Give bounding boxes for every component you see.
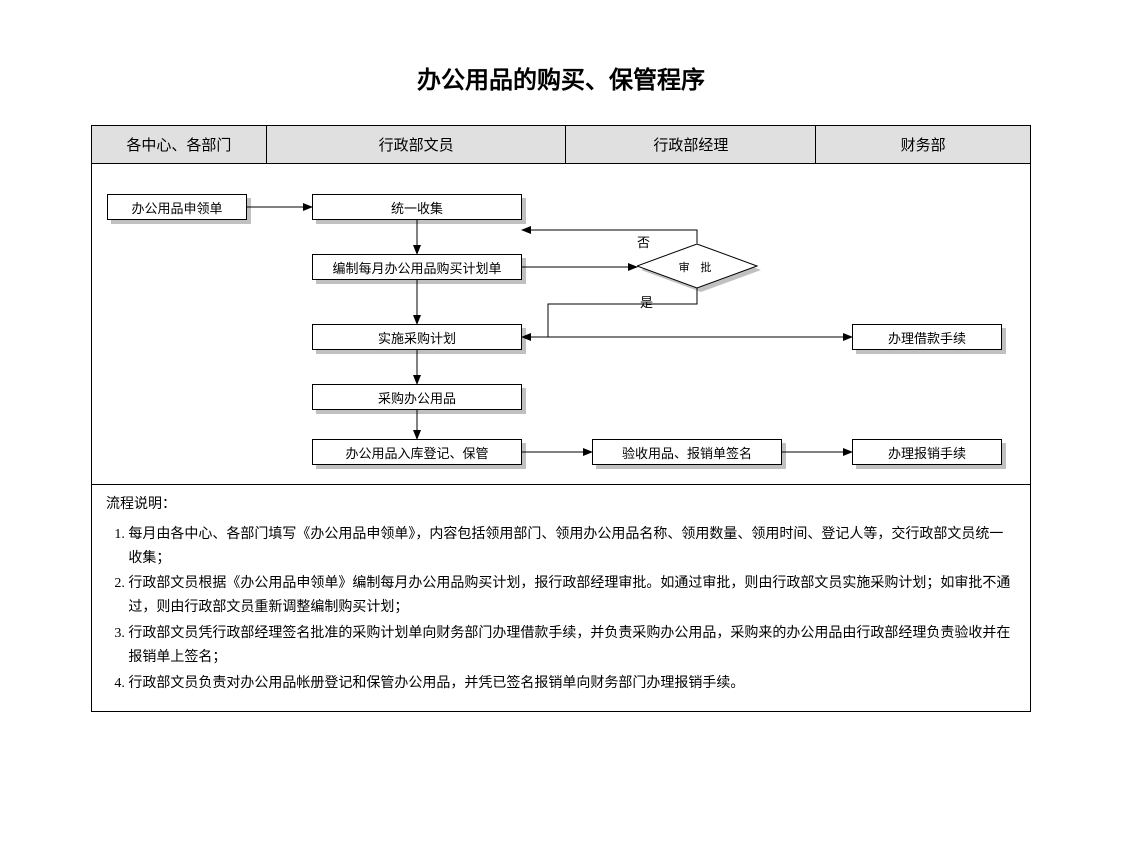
notes-item: 行政部文员凭行政部经理签名批准的采购计划单向财务部门办理借款手续，并负责采购办公… bbox=[128, 622, 1016, 670]
notes-list: 每月由各中心、各部门填写《办公用品申领单》，内容包括领用部门、领用办公用品名称、… bbox=[106, 523, 1016, 696]
process-node: 编制每月办公用品购买计划单 bbox=[312, 254, 522, 280]
lane-header-3: 行政部经理 bbox=[566, 126, 816, 164]
notes-item: 每月由各中心、各部门填写《办公用品申领单》，内容包括领用部门、领用办公用品名称、… bbox=[128, 523, 1016, 571]
process-node: 办公用品入库登记、保管 bbox=[312, 439, 522, 465]
notes-item: 行政部文员根据《办公用品申领单》编制每月办公用品购买计划，报行政部经理审批。如通… bbox=[128, 572, 1016, 620]
lane-header-2: 行政部文员 bbox=[266, 126, 566, 164]
process-node: 验收用品、报销单签名 bbox=[592, 439, 782, 465]
edge-label: 否 bbox=[637, 232, 650, 251]
process-node: 办理报销手续 bbox=[852, 439, 1002, 465]
lane-header-1: 各中心、各部门 bbox=[92, 126, 267, 164]
flow-canvas: 办公用品申领单 统一收集编制每月办公用品购买计划单实施采购计划采购办公用品办公用品… bbox=[92, 164, 1030, 484]
process-node: 采购办公用品 bbox=[312, 384, 522, 410]
process-node: 统一收集 bbox=[312, 194, 522, 220]
decision-node: 审 批 bbox=[637, 244, 757, 288]
process-node: 实施采购计划 bbox=[312, 324, 522, 350]
notes-item: 行政部文员负责对办公用品帐册登记和保管办公用品，并凭已签名报销单向财务部门办理报… bbox=[128, 672, 1016, 696]
decision-label: 审 批 bbox=[637, 259, 757, 275]
notes-title: 流程说明： bbox=[106, 493, 1016, 517]
process-node: 办理借款手续 bbox=[852, 324, 1002, 350]
notes-section: 流程说明： 每月由各中心、各部门填写《办公用品申领单》，内容包括领用部门、领用办… bbox=[92, 485, 1031, 712]
process-node: 办公用品申领单 bbox=[107, 194, 247, 220]
page-title: 办公用品的购买、保管程序 bbox=[0, 60, 1122, 95]
swimlane-table: 各中心、各部门 行政部文员 行政部经理 财务部 办公用品申领单 统一收集编制每月办… bbox=[91, 125, 1031, 712]
lane-header-4: 财务部 bbox=[816, 126, 1031, 164]
edge-label: 是 bbox=[640, 292, 653, 311]
